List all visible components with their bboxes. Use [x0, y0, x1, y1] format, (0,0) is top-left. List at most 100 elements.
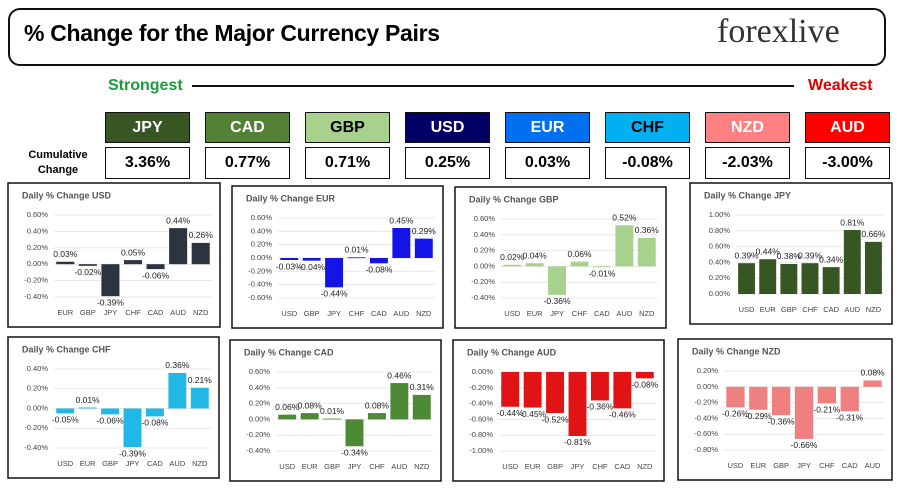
- x-tick-label: USD: [728, 461, 744, 470]
- x-tick-label: CAD: [147, 459, 163, 468]
- bar: [546, 372, 565, 414]
- y-tick-label: 0.20%: [709, 273, 731, 282]
- bar: [145, 408, 164, 417]
- y-tick-label: 0.20%: [249, 399, 271, 408]
- y-tick-label: -0.20%: [469, 383, 493, 392]
- value-label: -0.36%: [544, 296, 571, 306]
- chart-panel: Daily % Change NZD -0.80% -0.60% -0.40% -0.2…: [677, 338, 893, 481]
- x-tick-label: USD: [279, 462, 295, 471]
- bar: [817, 386, 836, 404]
- x-tick-label: USD: [281, 309, 297, 318]
- value-label: -0.03%: [276, 261, 303, 271]
- value-label: 0.05%: [121, 247, 146, 257]
- currency-header: AUD: [805, 112, 890, 143]
- value-label: -0.08%: [141, 418, 168, 428]
- x-tick-label: CAD: [614, 462, 630, 471]
- bar: [168, 372, 187, 409]
- value-label: 0.38%: [777, 251, 802, 261]
- cumulative-value: 0.25%: [405, 147, 490, 179]
- bar: [169, 228, 188, 265]
- value-label: -0.81%: [564, 437, 591, 447]
- chart-panel: Daily % Change AUD -1.00% -0.80% -0.60% -0.4…: [452, 339, 665, 482]
- y-tick-label: -1.00%: [469, 446, 493, 455]
- y-tick-label: -0.40%: [248, 280, 272, 289]
- x-tick-label: GBP: [304, 309, 320, 318]
- bar: [78, 264, 97, 266]
- value-label: -0.39%: [97, 297, 124, 307]
- value-label: -0.31%: [836, 413, 863, 423]
- bar: [759, 259, 777, 294]
- y-tick-label: -0.20%: [248, 266, 272, 275]
- y-tick-label: 0.40%: [251, 226, 273, 235]
- value-label: 0.46%: [387, 370, 412, 380]
- cumulative-value: -0.08%: [605, 147, 690, 179]
- bar: [794, 386, 814, 439]
- value-label: -0.21%: [813, 405, 840, 415]
- y-tick-label: 0.20%: [27, 384, 49, 393]
- y-tick-label: 0.00%: [251, 253, 273, 262]
- bar: [726, 386, 745, 408]
- bar: [101, 264, 120, 297]
- bar: [864, 241, 882, 294]
- bar: [278, 414, 297, 420]
- value-label: -0.39%: [119, 448, 146, 458]
- x-tick-label: CAD: [371, 309, 387, 318]
- y-tick-label: 0.40%: [474, 230, 496, 239]
- logo: forexlive: [717, 13, 840, 50]
- x-tick-label: EUR: [302, 462, 318, 471]
- x-tick-label: CAD: [842, 461, 858, 470]
- bar: [325, 258, 344, 288]
- y-tick-label: -0.20%: [246, 430, 270, 439]
- x-tick-label: CAD: [594, 309, 610, 318]
- y-tick-label: 0.40%: [249, 383, 271, 392]
- y-tick-label: -0.80%: [694, 445, 718, 454]
- bar: [801, 263, 819, 294]
- y-tick-label: -0.20%: [694, 398, 718, 407]
- x-tick-label: JPY: [571, 462, 585, 471]
- bar: [548, 266, 567, 295]
- x-tick-label: GBP: [781, 305, 797, 314]
- value-label: -0.08%: [365, 265, 392, 275]
- chart-title: Daily % Change USD: [22, 190, 112, 200]
- cumulative-value: 0.03%: [505, 147, 590, 179]
- value-label: 0.39%: [798, 250, 823, 260]
- bar: [300, 413, 319, 420]
- strongest-label: Strongest: [108, 77, 183, 94]
- value-label: -0.46%: [609, 410, 636, 420]
- value-label: -0.34%: [341, 448, 368, 458]
- x-tick-label: CHF: [125, 308, 141, 317]
- value-label: 0.66%: [861, 229, 886, 239]
- value-label: 0.06%: [275, 402, 300, 412]
- currency-header: GBP: [305, 112, 390, 143]
- bar: [190, 387, 209, 409]
- bar: [302, 258, 321, 261]
- x-tick-label: EUR: [760, 305, 776, 314]
- chart-title: Daily % Change NZD: [692, 346, 781, 356]
- bar: [367, 413, 386, 420]
- bar: [749, 386, 768, 410]
- y-tick-label: 0.00%: [474, 261, 496, 270]
- y-tick-label: -0.60%: [694, 429, 718, 438]
- bar: [843, 230, 861, 294]
- value-label: -0.44%: [321, 289, 348, 299]
- bar: [123, 260, 143, 265]
- bar: [637, 237, 656, 267]
- y-tick-label: 0.00%: [472, 367, 494, 376]
- x-tick-label: NZD: [866, 305, 882, 314]
- x-tick-label: CAD: [148, 308, 164, 317]
- y-tick-label: 0.60%: [251, 213, 273, 222]
- bar: [414, 238, 433, 258]
- value-label: -0.01%: [588, 268, 615, 278]
- value-label: -0.44%: [497, 408, 524, 418]
- value-label: 0.03%: [53, 249, 78, 259]
- x-tick-label: CHF: [349, 309, 365, 318]
- bar: [146, 264, 165, 270]
- value-label: -0.29%: [745, 411, 772, 421]
- bar: [123, 408, 142, 448]
- x-tick-label: JPY: [348, 462, 362, 471]
- currency-header: CAD: [205, 112, 290, 143]
- x-tick-label: NZD: [193, 308, 209, 317]
- row-label: Cumulative Change: [28, 149, 88, 176]
- x-tick-label: NZD: [637, 462, 653, 471]
- y-tick-label: -0.20%: [471, 277, 495, 286]
